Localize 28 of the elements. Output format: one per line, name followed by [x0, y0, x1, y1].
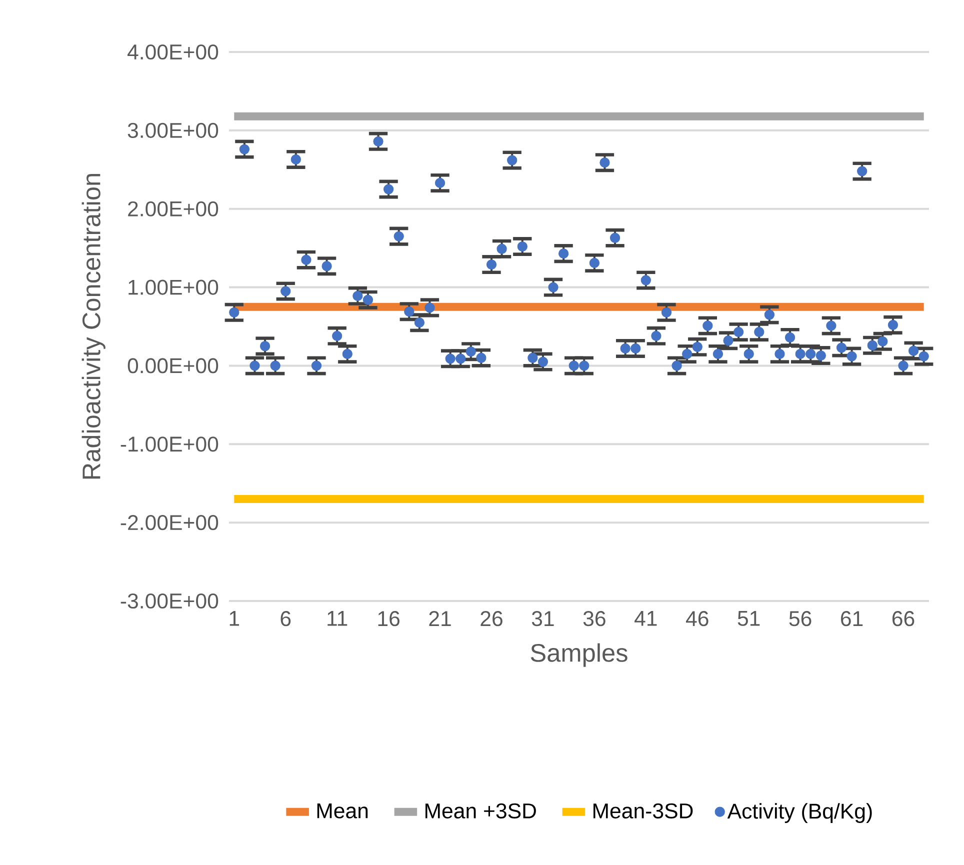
- x-tick-label: 56: [789, 611, 812, 626]
- y-tick-label: 1.00E+00: [128, 280, 218, 295]
- y-tick-label: 0.00E+00: [128, 358, 218, 374]
- x-tick-label: 46: [686, 611, 708, 626]
- x-tick-label: 31: [532, 611, 554, 626]
- x-tick-label: 16: [378, 611, 400, 626]
- y-tick-label: 3.00E+00: [128, 122, 218, 138]
- x-tick-label: 1: [230, 611, 240, 626]
- y-tick-label: -3.00E+00: [120, 593, 218, 609]
- y-tick-label: 4.00E+00: [128, 44, 218, 60]
- legend-label: Mean-3SD: [594, 803, 693, 818]
- x-tick-label: 36: [583, 611, 606, 626]
- legend-label: Mean +3SD: [426, 803, 536, 818]
- x-tick-label: 11: [328, 611, 348, 626]
- x-tick-label: 61: [841, 611, 863, 626]
- y-axis-title: Radioactivity Concentration: [82, 174, 106, 479]
- x-axis-title: Samples: [530, 643, 628, 667]
- x-tick-label: 21: [429, 611, 451, 626]
- y-tick-label: -1.00E+00: [120, 436, 218, 452]
- y-tick-label: -2.00E+00: [120, 515, 218, 530]
- legend-label: Activity (Bq/Kg): [727, 803, 872, 823]
- x-tick-label: 26: [480, 611, 502, 626]
- x-tick-label: 51: [738, 611, 760, 626]
- legend-label: Mean: [317, 803, 368, 818]
- y-tick-label: 2.00E+00: [128, 201, 218, 216]
- x-tick-label: 41: [634, 611, 657, 626]
- x-tick-label: 66: [892, 611, 914, 626]
- x-tick-label: 6: [280, 611, 291, 626]
